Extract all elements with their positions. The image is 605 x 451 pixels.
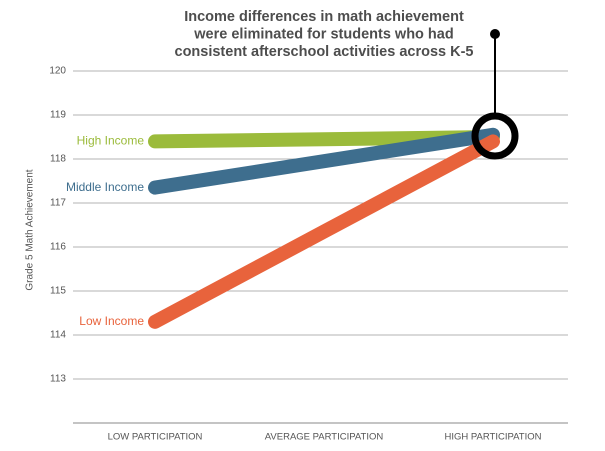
x-tick-label: HIGH PARTICIPATION <box>445 432 542 443</box>
x-tick-label: LOW PARTICIPATION <box>108 432 203 443</box>
series-label: Low Income <box>79 314 144 328</box>
y-tick-label: 115 <box>50 286 66 297</box>
series-line <box>148 134 500 329</box>
y-tick-label: 116 <box>50 242 66 253</box>
y-tick-label: 117 <box>50 198 66 209</box>
x-tick-label: AVERAGE PARTICIPATION <box>265 432 384 443</box>
series-label: High Income <box>77 134 145 148</box>
annotation-ring <box>471 112 519 160</box>
y-tick-label: 118 <box>50 154 66 165</box>
y-tick-label: 120 <box>49 66 66 77</box>
series-line <box>148 127 500 195</box>
y-axis-title: Grade 5 Math Achievement <box>25 169 36 290</box>
chart-title: Income differences in math achievement <box>184 9 464 25</box>
y-tick-label: 119 <box>50 110 66 121</box>
annotation-dot <box>490 29 500 39</box>
y-tick-label: 113 <box>50 374 66 385</box>
chart-title: consistent afterschool activities across… <box>175 44 474 60</box>
chart-title: were eliminated for students who had <box>193 26 453 42</box>
series-label: Middle Income <box>66 180 144 194</box>
y-tick-label: 114 <box>50 330 66 341</box>
